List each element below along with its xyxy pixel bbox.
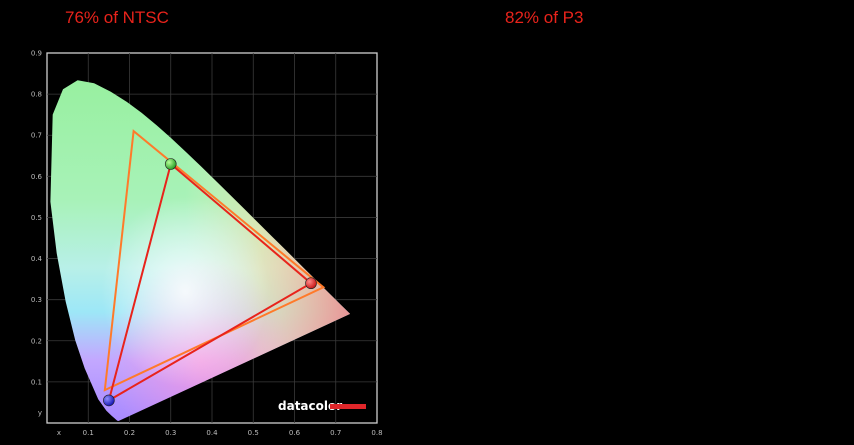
y-tick-label: 0.3: [31, 296, 42, 304]
datacolor-logo-bar: [330, 404, 366, 409]
left-chart-title: 76% of NTSC: [65, 8, 169, 27]
y-tick-label: 0.1: [31, 378, 42, 386]
right-chart-title: 82% of P3: [505, 8, 584, 27]
x-tick-label: 0.4: [206, 429, 218, 437]
x-tick-label: 0.7: [330, 429, 341, 437]
y-tick-label: 0.6: [31, 173, 43, 181]
y-tick-label: 0.8: [31, 91, 42, 99]
p3-chromaticity-chart: 0.10.20.30.40.50.60.70.80.10.20.30.40.50…: [427, 0, 854, 445]
y-axis-label: y: [38, 409, 42, 417]
measured-gamut-triangle: [107, 162, 313, 403]
green-primary-marker: [164, 158, 177, 170]
blue-primary-marker: [103, 394, 115, 407]
x-tick-label: 0.5: [248, 429, 259, 437]
x-tick-label: 0.3: [165, 429, 176, 437]
x-tick-label: 0.1: [83, 429, 94, 437]
y-tick-label: 0.7: [31, 132, 42, 140]
y-tick-label: 0.9: [31, 50, 42, 58]
y-tick-label: 0.2: [31, 337, 42, 345]
x-tick-label: 0.8: [371, 429, 382, 437]
x-tick-label: 0.6: [289, 429, 301, 437]
red-primary-marker: [305, 277, 317, 290]
x-axis-label: x: [57, 429, 61, 437]
y-tick-label: 0.5: [31, 214, 42, 222]
ntsc-chromaticity-chart: 0.1 0.2 0.3 0.4 0.5 0.6 0.7 0.8 0.1 0.2 0.3 0.4 0.5 0…: [31, 50, 383, 438]
x-tick-label: 0.2: [124, 429, 135, 437]
datacolor-logo-text: datacolor: [278, 399, 342, 413]
y-tick-label: 0.4: [31, 255, 43, 263]
